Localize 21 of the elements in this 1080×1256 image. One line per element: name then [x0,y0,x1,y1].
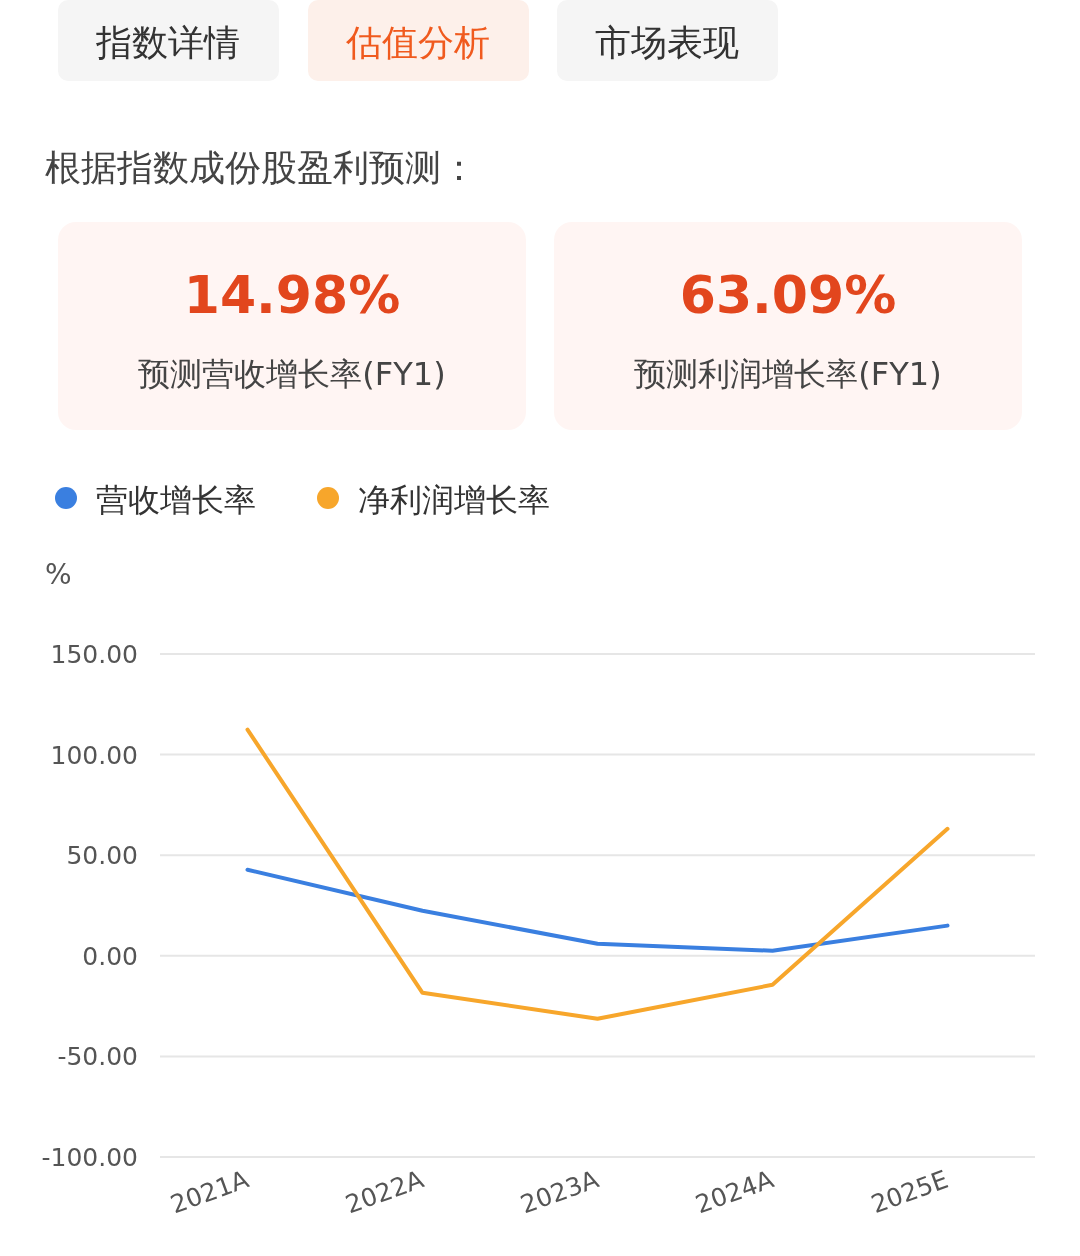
text: 63.09% [679,265,897,325]
y-axis-title: % [45,558,72,591]
text: 14.98% [183,265,401,325]
y-tick-label: 150.00 [50,640,138,669]
legend-label: 营收增长率 [96,481,256,519]
y-tick-label: -100.00 [41,1143,138,1172]
text: 指数详情 [95,22,240,63]
y-tick-label: 0.00 [82,941,138,971]
x-tick-label: 2024A [691,1164,778,1220]
text: 预测营收增长率(FY1) [138,355,446,393]
text: 根据指数成份股盈利预测： [45,147,477,188]
text: 估值分析 [345,22,490,63]
text: 预测利润增长率(FY1) [634,355,942,393]
y-tick-label: -50.00 [57,1042,138,1072]
x-tick-label: 2021A [166,1164,253,1220]
y-tick-label: 100.00 [50,740,138,770]
x-tick-label: 2023A [516,1164,603,1220]
x-tick-label: 2022A [341,1164,428,1220]
text: 市场表现 [595,22,739,63]
y-tick-label: 50.00 [66,841,138,871]
legend-label: 净利润增长率 [358,481,550,519]
